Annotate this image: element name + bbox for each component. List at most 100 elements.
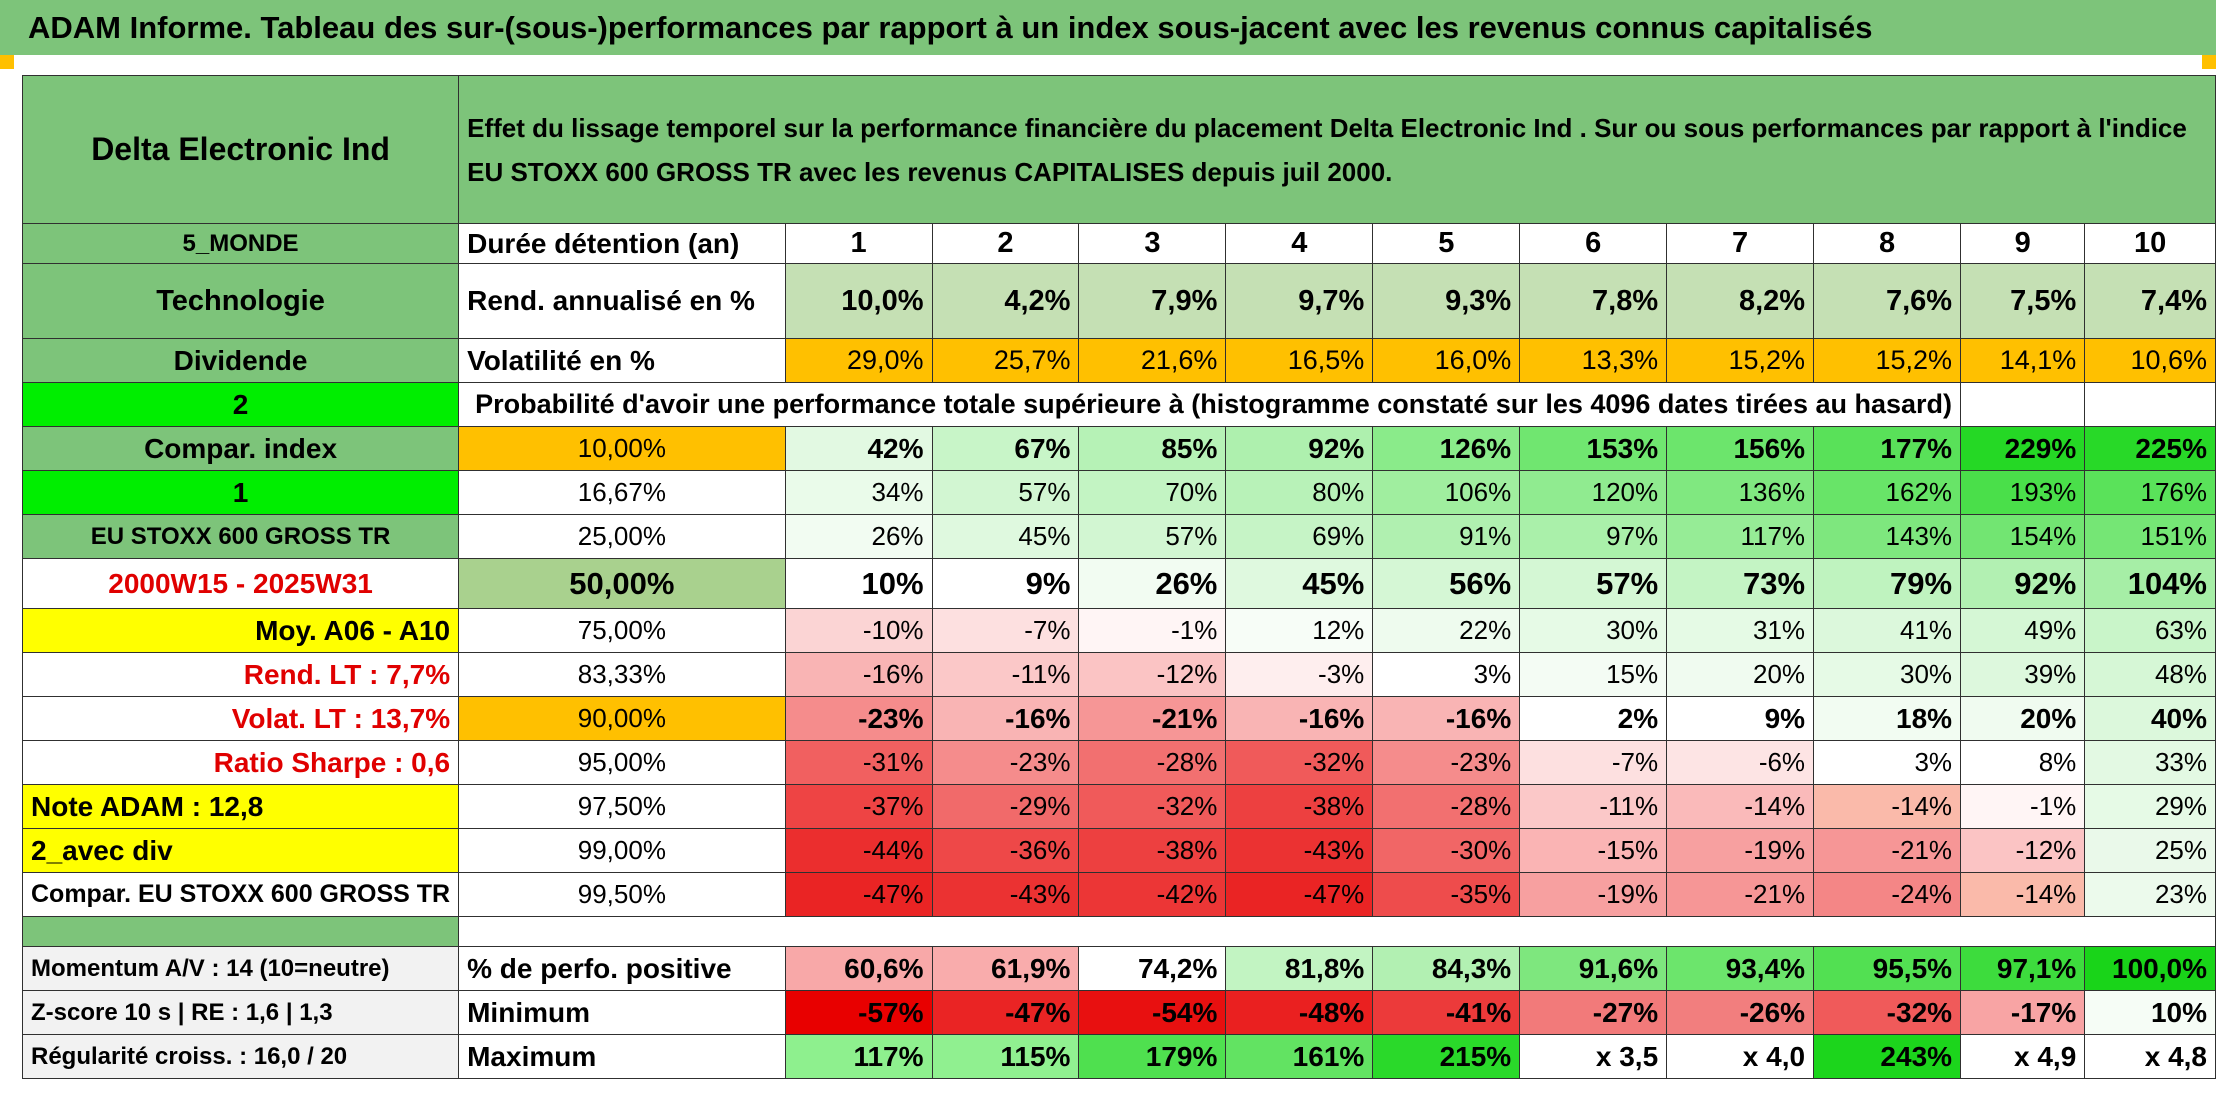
quantile-row: Ratio Sharpe : 0,6 95,00% -31% -23% -28% -32%…: [21, 740, 2216, 785]
quantile-value: -23%: [1372, 740, 1521, 785]
volat-lt-label: Volat. LT : 13,7%: [21, 696, 460, 741]
zscore-label: Z-score 10 s | RE : 1,6 | 1,3: [21, 990, 460, 1035]
quantile-value: 57%: [1078, 514, 1227, 559]
quantile-label: 99,00%: [458, 828, 786, 873]
volat-value: 21,6%: [1078, 338, 1227, 383]
quantile-value: 69%: [1225, 514, 1374, 559]
quantile-row: Compar. EU STOXX 600 GROSS TR 99,50% -47% -…: [21, 872, 2216, 917]
maximum-value: x 4,8: [2084, 1034, 2216, 1079]
rend-value: 7,6%: [1813, 263, 1962, 339]
quantile-value: 30%: [1813, 652, 1962, 697]
year-header: 1: [784, 223, 933, 264]
rend-value: 7,5%: [1960, 263, 2086, 339]
quantile-value: 9%: [931, 558, 1080, 609]
year-header: 3: [1078, 223, 1227, 264]
quantile-value: -11%: [931, 652, 1080, 697]
quantile-value: -42%: [1078, 872, 1227, 917]
pct-positive-value: 81,8%: [1225, 946, 1374, 991]
minimum-value: -27%: [1519, 990, 1668, 1035]
quantile-value: 91%: [1372, 514, 1521, 559]
quantile-value: 85%: [1078, 426, 1227, 471]
rend-value: 7,9%: [1078, 263, 1227, 339]
gap-cell: [21, 916, 460, 947]
regularite-label: Régularité croiss. : 16,0 / 20: [21, 1034, 460, 1079]
quantile-value: 153%: [1519, 426, 1668, 471]
quantile-value: -6%: [1666, 740, 1815, 785]
volat-row: Dividende Volatilité en % 29,0% 25,7% 21,6% 1…: [21, 338, 2216, 383]
volat-value: 29,0%: [784, 338, 933, 383]
minimum-label: Minimum: [458, 990, 786, 1035]
pct-positive-label: % de perfo. positive: [458, 946, 786, 991]
table-description: Effet du lissage temporel sur la perform…: [458, 75, 2216, 224]
quantile-value: 18%: [1813, 696, 1962, 741]
pct-positive-value: 74,2%: [1078, 946, 1227, 991]
quantile-label: 95,00%: [458, 740, 786, 785]
maximum-value: x 3,5: [1519, 1034, 1668, 1079]
quantile-value: -47%: [784, 872, 933, 917]
minimum-value: -57%: [784, 990, 933, 1035]
rend-value: 8,2%: [1666, 263, 1815, 339]
period-label: 2000W15 - 2025W31: [21, 558, 460, 609]
header-row: Delta Electronic Ind Effet du lissage tem…: [21, 75, 2216, 224]
performance-table: Delta Electronic Ind Effet du lissage tem…: [21, 75, 2216, 1079]
quantile-value: -28%: [1078, 740, 1227, 785]
quantile-value: 57%: [931, 470, 1080, 515]
quantile-value: 3%: [1813, 740, 1962, 785]
proba-title-row: 2 Probabilité d'avoir une performance tot…: [21, 382, 2216, 427]
quantile-value: 126%: [1372, 426, 1521, 471]
compar-index-label: Compar. index: [21, 426, 460, 471]
quantile-value: -19%: [1666, 828, 1815, 873]
quantile-value: 34%: [784, 470, 933, 515]
quantile-value: -7%: [931, 608, 1080, 653]
year-header: 2: [931, 223, 1080, 264]
quantile-label: 83,33%: [458, 652, 786, 697]
quantile-value: 8%: [1960, 740, 2086, 785]
quantile-value: -43%: [1225, 828, 1374, 873]
quantile-value: -12%: [1078, 652, 1227, 697]
quantile-value: -32%: [1225, 740, 1374, 785]
volat-value: 16,0%: [1372, 338, 1521, 383]
quantile-value: -38%: [1225, 784, 1374, 829]
pct-positive-value: 100,0%: [2084, 946, 2216, 991]
quantile-value: -29%: [931, 784, 1080, 829]
pct-positive-value: 61,9%: [931, 946, 1080, 991]
quantile-value: -21%: [1813, 828, 1962, 873]
quantile-value: 151%: [2084, 514, 2216, 559]
rend-value: 7,4%: [2084, 263, 2216, 339]
maximum-value: 115%: [931, 1034, 1080, 1079]
maximum-value: 117%: [784, 1034, 933, 1079]
quantile-value: 45%: [931, 514, 1080, 559]
quantile-value: 177%: [1813, 426, 1962, 471]
pct-positive-value: 93,4%: [1666, 946, 1815, 991]
minimum-value: -17%: [1960, 990, 2086, 1035]
quantile-row: Compar. index 10,00% 42% 67% 85% 92% 126% 153% 1…: [21, 426, 2216, 471]
maximum-value: x 4,9: [1960, 1034, 2086, 1079]
volat-value: 16,5%: [1225, 338, 1374, 383]
quantile-value: 80%: [1225, 470, 1374, 515]
quantile-value: -16%: [1372, 696, 1521, 741]
pct-positive-value: 84,3%: [1372, 946, 1521, 991]
quantile-value: -11%: [1519, 784, 1668, 829]
quantile-value: 156%: [1666, 426, 1815, 471]
quantile-value: 162%: [1813, 470, 1962, 515]
volat-value: 25,7%: [931, 338, 1080, 383]
year-header: 9: [1960, 223, 2086, 264]
quantile-value: 15%: [1519, 652, 1668, 697]
quantile-value: -3%: [1225, 652, 1374, 697]
year-header: 8: [1813, 223, 1962, 264]
maximum-value: 161%: [1225, 1034, 1374, 1079]
volat-value: 15,2%: [1813, 338, 1962, 383]
quantile-value: 73%: [1666, 558, 1815, 609]
quantile-label: 90,00%: [458, 696, 786, 741]
quantile-value: 154%: [1960, 514, 2086, 559]
quantile-value: 193%: [1960, 470, 2086, 515]
quantile-value: 63%: [2084, 608, 2216, 653]
quantile-value: -12%: [1960, 828, 2086, 873]
quantile-value: -21%: [1078, 696, 1227, 741]
pct-positive-row: Momentum A/V : 14 (10=neutre)% de perfo.…: [21, 946, 2216, 991]
empty-cell: [1960, 382, 2086, 427]
quantile-value: 136%: [1666, 470, 1815, 515]
quantile-value: 176%: [2084, 470, 2216, 515]
quantile-value: 49%: [1960, 608, 2086, 653]
quantile-value: -38%: [1078, 828, 1227, 873]
